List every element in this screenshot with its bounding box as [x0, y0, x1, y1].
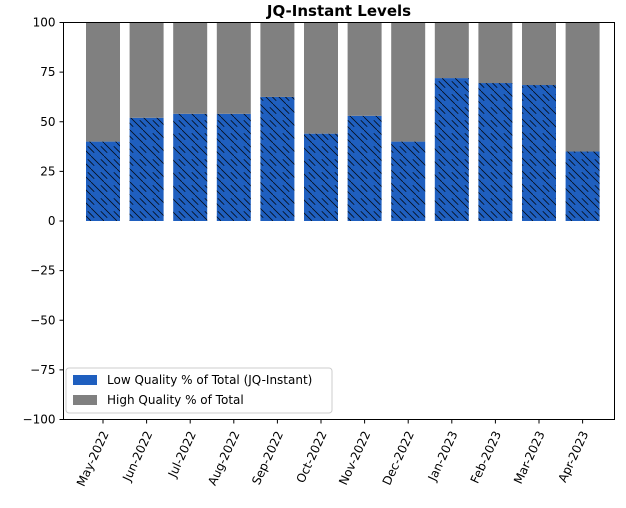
- x-tick-label: Oct-2022: [294, 429, 330, 485]
- legend: Low Quality % of Total (JQ-Instant) High…: [65, 367, 333, 414]
- chart-title: JQ-Instant Levels: [266, 2, 411, 20]
- bar-hatch-jun-2022: [129, 117, 164, 221]
- bar-high-quality-jan-2023: [434, 22, 469, 79]
- x-tick-label: Jul-2022: [165, 429, 199, 481]
- bar-hatch-jul-2022: [173, 113, 208, 221]
- bar-high-quality-aug-2022: [216, 22, 251, 114]
- x-tick-label: Feb-2023: [468, 429, 504, 486]
- bar-high-quality-oct-2022: [304, 22, 338, 134]
- bar-high-quality-jul-2022: [173, 22, 208, 114]
- y-tick-label: 25: [40, 164, 55, 178]
- x-tick-label: Mar-2023: [511, 429, 548, 486]
- y-tick-label: −25: [30, 264, 55, 278]
- bar-high-quality-may-2022: [86, 22, 120, 142]
- bar-hatch-may-2022: [86, 141, 120, 221]
- y-tick-label: 0: [48, 214, 56, 228]
- bar-hatch-jan-2023: [434, 78, 469, 221]
- y-tick-label: −100: [23, 413, 56, 427]
- legend-label-high-quality: High Quality % of Total: [107, 393, 244, 407]
- x-tick-label: Dec-2022: [380, 429, 417, 488]
- legend-swatch-low-quality: [73, 375, 97, 385]
- x-tick-label: Jun-2022: [120, 429, 156, 484]
- bar-high-quality-mar-2023: [522, 22, 556, 86]
- bar-hatch-dec-2022: [391, 141, 426, 221]
- x-tick-label: Aug-2022: [205, 429, 242, 488]
- bar-hatch-feb-2023: [478, 83, 513, 221]
- x-tick-label: Apr-2023: [555, 429, 591, 485]
- legend-label-low-quality: Low Quality % of Total (JQ-Instant): [107, 373, 312, 387]
- y-tick-label: 100: [33, 16, 56, 30]
- bar-hatch-mar-2023: [522, 85, 556, 221]
- legend-box: [65, 367, 333, 414]
- x-tick-label: Nov-2022: [336, 429, 373, 487]
- bar-high-quality-apr-2023: [565, 22, 600, 152]
- bar-hatch-aug-2022: [216, 113, 251, 221]
- x-tick-label: May-2022: [74, 429, 112, 489]
- bar-high-quality-jun-2022: [129, 22, 164, 118]
- x-tick-label: Sep-2022: [249, 429, 286, 487]
- y-tick-label: −50: [30, 313, 55, 327]
- bar-hatch-sep-2022: [260, 96, 295, 221]
- bar-hatch-nov-2022: [347, 115, 382, 221]
- bar-high-quality-feb-2023: [478, 22, 513, 84]
- bar-high-quality-nov-2022: [347, 22, 382, 116]
- legend-swatch-high-quality: [73, 395, 97, 405]
- bar-hatch-apr-2023: [565, 151, 600, 221]
- bar-high-quality-dec-2022: [391, 22, 426, 142]
- y-tick-label: 50: [40, 115, 55, 129]
- y-tick-label: −75: [30, 363, 55, 377]
- bar-hatch-oct-2022: [304, 133, 338, 221]
- y-tick-label: 75: [40, 65, 55, 79]
- x-tick-label: Jan-2023: [425, 429, 461, 484]
- bar-high-quality-sep-2022: [260, 22, 295, 97]
- bars-layer: [86, 22, 600, 221]
